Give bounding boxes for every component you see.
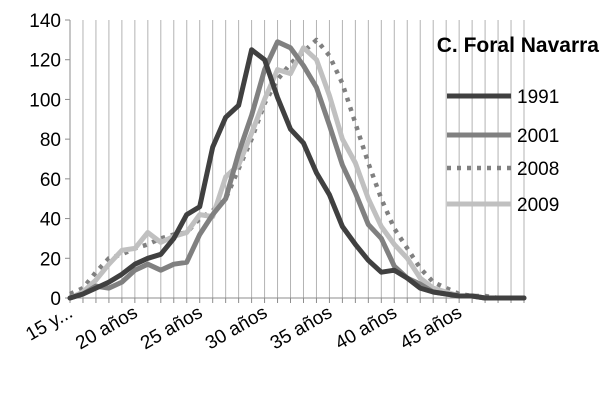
legend-label-1991: 1991: [517, 87, 559, 108]
series-line-2001: [67, 39, 527, 301]
y-tick-label: 20: [40, 249, 61, 270]
y-tick-label: 0: [50, 289, 61, 310]
legend-label-2009: 2009: [517, 195, 559, 216]
series-line-2008: [69, 37, 524, 301]
x-tick-label: 30 años: [202, 302, 271, 354]
series-line-1991: [67, 47, 527, 301]
y-tick-label: 140: [29, 11, 61, 32]
y-tick-label: 40: [40, 210, 61, 231]
y-tick-label: 80: [40, 130, 61, 151]
x-tick-label: 25 años: [137, 302, 206, 354]
series-layer: [67, 37, 527, 301]
legend-label-2001: 2001: [517, 126, 559, 147]
y-tick-label: 120: [29, 51, 61, 72]
y-tick-label: 100: [29, 90, 61, 111]
y-tick-label: 60: [40, 170, 61, 191]
x-tick-label: 20 años: [72, 302, 141, 354]
x-tick-label: 35 años: [267, 302, 336, 354]
x-tick-label: 40 años: [332, 302, 401, 354]
chart-title: C. Foral Navarra: [437, 34, 600, 57]
legend: 1991 2001 2008 2009: [447, 87, 559, 216]
y-tick-labels: 0 20 40 60 80 100 120 140: [29, 11, 61, 310]
legend-label-2008: 2008: [517, 159, 559, 180]
x-tick-label: 45 años: [397, 302, 466, 354]
